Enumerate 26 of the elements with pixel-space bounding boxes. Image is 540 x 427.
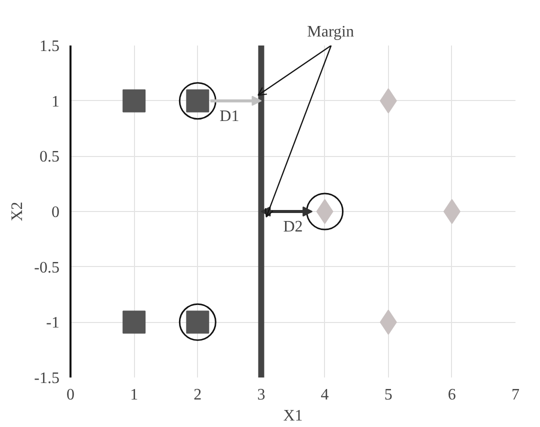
x-tick-label: 4 (320, 386, 329, 404)
point (178, 303, 216, 341)
point (122, 89, 146, 112)
point (178, 82, 216, 120)
point (443, 199, 460, 224)
x-tick-label: 2 (194, 386, 202, 404)
annotation: D2 (283, 218, 303, 236)
y-tick-label: 1.5 (40, 38, 60, 55)
x-axis-title: X1 (283, 408, 303, 424)
y-tick-label: -0.5 (34, 259, 60, 276)
annotation: Margin (307, 24, 354, 40)
x-tick-label: 6 (448, 386, 456, 404)
x-tick-label: 3 (257, 386, 266, 404)
y-axis-title: X2 (9, 202, 26, 222)
y-tick-label: -1.5 (34, 370, 60, 387)
y-tick-label: 1 (52, 93, 60, 110)
point (306, 192, 344, 230)
y-tick-label: 0.5 (40, 148, 60, 166)
x-tick-label: 7 (512, 386, 520, 404)
y-tick-label: 0 (52, 204, 60, 221)
point (122, 310, 146, 334)
x-tick-label: 1 (130, 386, 138, 404)
x-tick-label: 5 (384, 386, 392, 404)
x-tick-label: 0 (66, 386, 74, 404)
annotation: D1 (220, 108, 240, 125)
y-tick-label: -1 (46, 314, 60, 332)
